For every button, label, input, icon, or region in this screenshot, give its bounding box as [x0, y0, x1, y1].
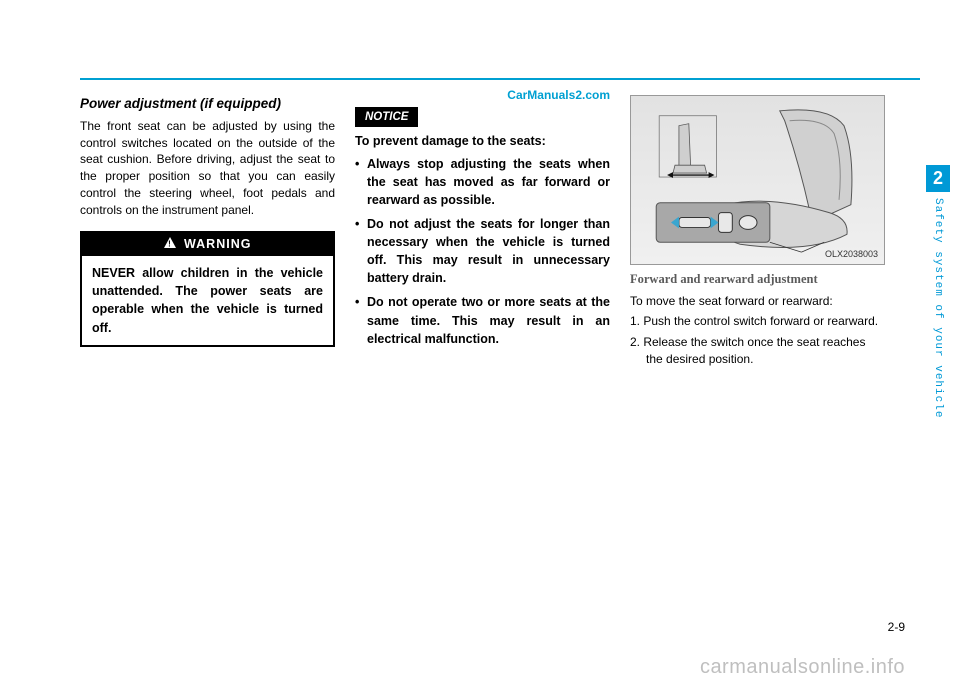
chapter-number: 2 — [926, 165, 950, 192]
warning-body: NEVER allow children in the vehicle unat… — [82, 256, 333, 345]
notice-item: Do not operate two or more seats at the … — [355, 293, 610, 347]
notice-list: Always stop adjusting the seats when the… — [355, 155, 610, 348]
top-divider — [80, 78, 920, 80]
power-adjustment-heading: Power adjustment (if equipped) — [80, 95, 335, 114]
column-1: Power adjustment (if equipped) The front… — [80, 95, 335, 371]
forward-rearward-subhead: Forward and rearward adjustment — [630, 271, 885, 289]
step-item: 2. Release the switch once the seat reac… — [630, 334, 885, 369]
svg-text:!: ! — [168, 239, 172, 248]
page-number: 2-9 — [888, 620, 905, 634]
warning-header: ! WARNING — [82, 233, 333, 257]
seat-diagram-icon — [631, 96, 884, 264]
chapter-side-tab: 2 Safety system of your vehicle — [926, 165, 950, 423]
warning-label: WARNING — [184, 237, 251, 251]
notice-item: Always stop adjusting the seats when the… — [355, 155, 610, 209]
step-item: 1. Push the control switch forward or re… — [630, 313, 885, 330]
watermark-top: CarManuals2.com — [507, 87, 610, 104]
steps-list: 1. Push the control switch forward or re… — [630, 313, 885, 368]
warning-triangle-icon: ! — [164, 236, 176, 254]
column-2: CarManuals2.com NOTICE To prevent damage… — [355, 95, 610, 371]
content-columns: Power adjustment (if equipped) The front… — [80, 95, 885, 371]
bottom-watermark: carmanualsonline.info — [700, 656, 905, 679]
warning-box: ! WARNING NEVER allow children in the ve… — [80, 231, 335, 347]
chapter-label: Safety system of your vehicle — [932, 198, 944, 418]
forward-rearward-lead: To move the seat forward or rearward: — [630, 293, 885, 310]
column-3: OLX2038003 Forward and rearward adjustme… — [630, 95, 885, 371]
page: Power adjustment (if equipped) The front… — [0, 0, 960, 689]
illustration-code: OLX2038003 — [825, 248, 878, 261]
power-adjustment-body: The front seat can be adjusted by using … — [80, 118, 335, 219]
seat-illustration: OLX2038003 — [630, 95, 885, 265]
notice-item: Do not adjust the seats for longer than … — [355, 215, 610, 288]
notice-lead: To prevent damage to the seats: — [355, 133, 610, 151]
notice-body: To prevent damage to the seats: Always s… — [355, 133, 610, 348]
notice-badge: NOTICE — [355, 107, 418, 127]
